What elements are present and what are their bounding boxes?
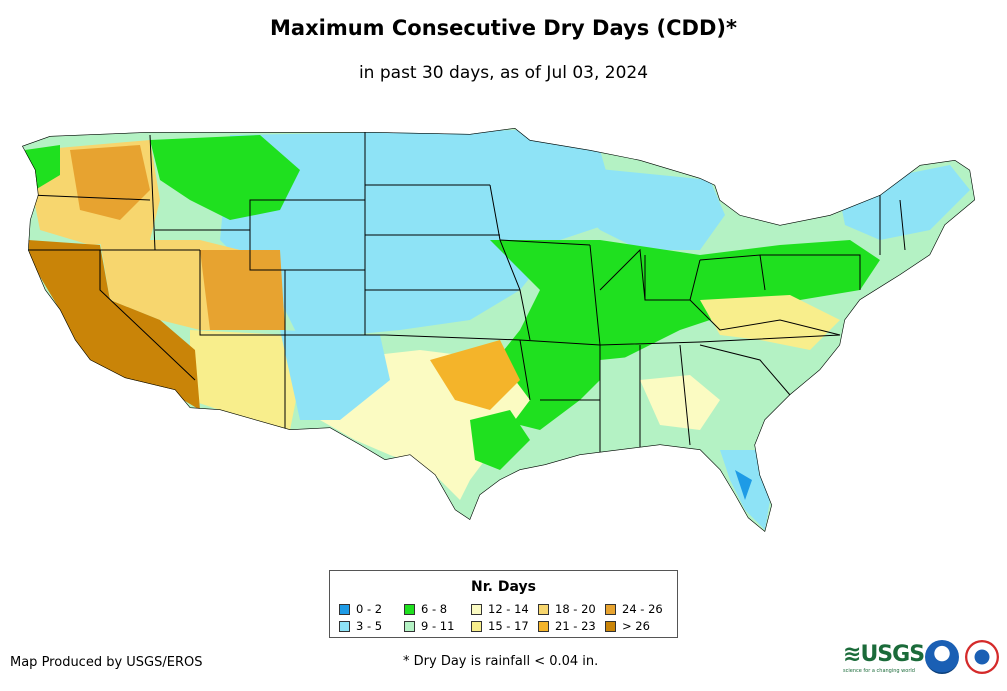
agency-logos: ≋USGS science for a changing world [843,640,1003,678]
legend-item: 6 - 8 [404,602,447,616]
legend-item: 15 - 17 [471,619,529,633]
nws-logo-icon [965,640,999,674]
legend-swatch [471,620,482,632]
state-boundaries [22,128,975,532]
region-alabama-yellow [640,375,720,430]
region-oklahoma-orange [430,340,520,410]
legend-item: 0 - 2 [339,602,382,616]
region-arizona [190,330,300,430]
legend-swatch [404,603,415,615]
map-credit: Map Produced by USGS/EROS [10,655,203,670]
region-new-england [840,165,970,240]
legend-swatch [339,620,350,632]
region-california [28,240,200,410]
dry-day-footnote: * Dry Day is rainfall < 0.04 in. [403,654,599,669]
region-great-lakes [560,165,725,250]
region-midwest-green [480,240,880,430]
region-new-mexico-blue [280,330,390,420]
region-montana-green [150,135,300,220]
region-utah-orange [200,250,285,330]
legend-swatch [339,603,350,615]
us-cdd-map [22,128,975,532]
legend-title: Nr. Days [471,579,536,595]
legend-item: 21 - 23 [538,619,596,633]
usgs-logo: ≋USGS [843,642,925,667]
region-florida-darkblue [735,470,752,500]
legend-item: 3 - 5 [339,619,382,633]
map-subtitle: in past 30 days, as of Jul 03, 2024 [358,63,649,83]
legend-swatch [538,620,549,632]
region-east-texas-green [470,410,530,470]
region-oregon-orange [70,145,150,220]
legend-swatch [605,620,616,632]
legend-item: 9 - 11 [404,619,454,633]
legend-swatch [605,603,616,615]
legend-swatch [404,620,415,632]
legend-swatch [538,603,549,615]
noaa-logo-icon [925,640,959,674]
legend-item: 24 - 26 [605,602,663,616]
usgs-tagline: science for a changing world [843,668,915,674]
map-legend: Nr. Days 0 - 2 3 - 5 6 - 8 9 - 11 12 - 1… [329,570,678,638]
legend-swatch [471,603,482,615]
legend-item: 18 - 20 [538,602,596,616]
legend-item: > 26 [605,619,650,633]
legend-item: 12 - 14 [471,602,529,616]
map-title: Maximum Consecutive Dry Days (CDD)* [270,16,737,40]
